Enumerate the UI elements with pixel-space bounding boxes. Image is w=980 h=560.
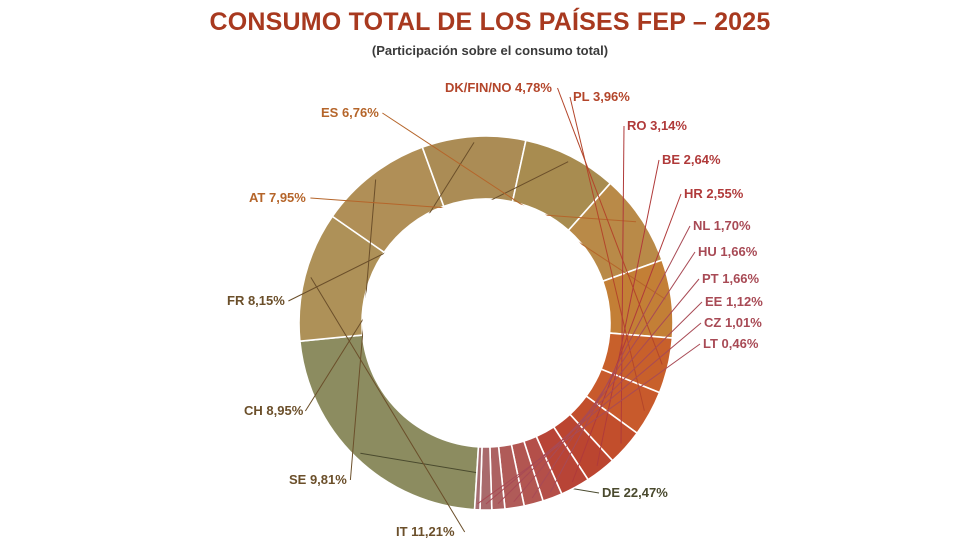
leader-line-ro bbox=[620, 125, 625, 444]
label-de: DE 22,47% bbox=[602, 485, 668, 500]
leader-line-hu bbox=[531, 251, 696, 499]
leader-line-nl bbox=[549, 225, 691, 493]
label-it: IT 11,21% bbox=[396, 524, 455, 539]
label-ro: RO 3,14% bbox=[627, 118, 687, 133]
slice-lt bbox=[473, 445, 483, 511]
leader-line-ee bbox=[497, 301, 703, 504]
donut-hole bbox=[362, 199, 610, 447]
leader-line-it bbox=[310, 277, 466, 533]
label-ch: CH 8,95% bbox=[244, 403, 304, 418]
label-pl: PL 3,96% bbox=[573, 89, 630, 104]
leader-line-dk-fin-no bbox=[557, 87, 663, 365]
label-pt: PT 1,66% bbox=[702, 271, 760, 286]
label-cz: CZ 1,01% bbox=[704, 315, 762, 330]
chart-subtitle: (Participación sobre el consumo total) bbox=[371, 43, 609, 58]
chart-title: CONSUMO TOTAL DE LOS PAÍSES FEP – 2025 bbox=[209, 8, 771, 36]
leader-line-be bbox=[596, 159, 660, 467]
label-hr: HR 2,55% bbox=[684, 186, 744, 201]
label-hu: HU 1,66% bbox=[698, 244, 758, 259]
leader-line-cz bbox=[485, 322, 702, 505]
label-dk-fin-no: DK/FIN/NO 4,78% bbox=[445, 80, 552, 95]
label-at: AT 7,95% bbox=[249, 190, 306, 205]
leader-line-pt bbox=[513, 278, 700, 503]
leader-line-lt bbox=[477, 343, 701, 505]
label-fr: FR 8,15% bbox=[227, 293, 285, 308]
leader-line-pl bbox=[569, 96, 645, 411]
label-be: BE 2,64% bbox=[662, 152, 721, 167]
label-se: SE 9,81% bbox=[289, 472, 347, 487]
label-lt: LT 0,46% bbox=[703, 336, 759, 351]
label-es: ES 6,76% bbox=[321, 105, 379, 120]
leader-line-hr bbox=[571, 193, 682, 483]
label-ee: EE 1,12% bbox=[705, 294, 763, 309]
label-nl: NL 1,70% bbox=[693, 218, 751, 233]
